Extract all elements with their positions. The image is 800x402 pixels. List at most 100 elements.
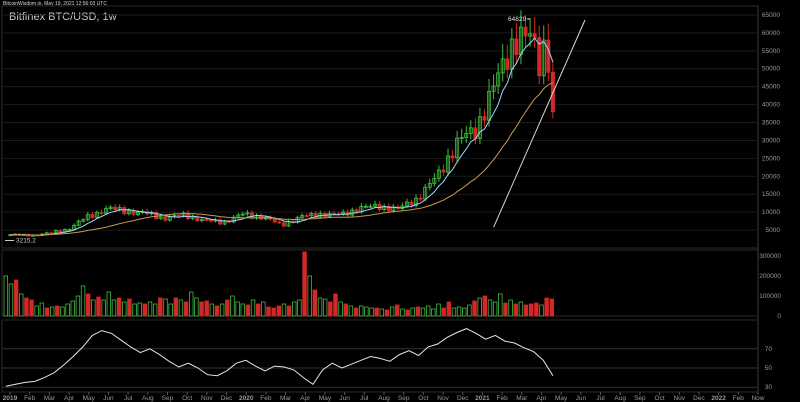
- candle-body: [404, 201, 409, 207]
- time-tick-label: Dec: [693, 395, 705, 402]
- candle-body: [81, 219, 86, 222]
- volume-bar: [441, 307, 446, 317]
- volume-bar: [384, 309, 390, 317]
- volume-bar: [420, 307, 426, 317]
- volume-bar: [348, 305, 354, 317]
- candle-body: [104, 208, 109, 214]
- candle-body: [277, 221, 282, 224]
- rsi-line: [5, 328, 554, 387]
- candle-body: [432, 177, 437, 184]
- candle-body: [195, 216, 200, 222]
- panel-frame-2: [1, 319, 759, 393]
- candle-body: [218, 219, 223, 225]
- price-tick-label: 5000: [766, 227, 781, 234]
- time-tick-label: Feb: [24, 395, 36, 402]
- time-tick-label: Feb: [497, 395, 509, 402]
- volume-bar: [317, 297, 323, 317]
- candle-body: [199, 219, 204, 222]
- volume-bar: [189, 291, 194, 317]
- volume-bar: [75, 295, 81, 317]
- volume-bar: [199, 301, 204, 317]
- candle-body: [8, 234, 13, 237]
- volume-bar: [477, 297, 482, 317]
- volume-bar: [333, 293, 338, 317]
- price-tick-label: 15000: [762, 191, 780, 198]
- time-tick-label: Apr: [64, 395, 75, 402]
- volume-bar: [518, 301, 524, 317]
- time-tick-label: Aug: [142, 395, 154, 402]
- volume-bar: [255, 303, 261, 317]
- volume-bar: [24, 297, 29, 317]
- candle-body: [455, 137, 460, 159]
- candle-body: [236, 214, 241, 218]
- time-tick-label: Aug: [378, 395, 390, 402]
- time-tick-label: Dec: [457, 395, 469, 402]
- volume-bar: [86, 293, 91, 317]
- volume-bar: [19, 293, 24, 317]
- volume-bar: [261, 301, 266, 317]
- time-tick-label: Jul: [360, 395, 369, 402]
- candle-body: [300, 215, 305, 218]
- candle-body: [190, 216, 195, 220]
- candle-body: [85, 214, 90, 221]
- volume-bar: [235, 301, 240, 317]
- volume-bar: [549, 298, 555, 317]
- candle-body: [386, 205, 391, 212]
- candle-body: [464, 133, 469, 138]
- candle-body: [332, 212, 337, 215]
- volume-bar: [230, 295, 235, 317]
- candle-body: [122, 207, 127, 215]
- volume-bar: [194, 297, 199, 317]
- time-tick-label: Dec: [221, 395, 233, 402]
- candle-body: [304, 215, 309, 217]
- volume-bar: [400, 308, 405, 317]
- candle-body: [477, 116, 482, 139]
- candle-body: [491, 85, 496, 92]
- price-tick-label: 45000: [762, 84, 780, 91]
- volume-bar: [425, 305, 431, 317]
- volume-bar: [415, 306, 421, 317]
- volume-bar: [431, 308, 436, 317]
- volume-bar: [446, 301, 451, 317]
- volume-bar: [163, 298, 168, 317]
- candle-body: [537, 37, 542, 77]
- time-tick-label: May: [83, 395, 96, 402]
- candle-body: [354, 209, 359, 213]
- volume-bar: [122, 301, 127, 317]
- time-tick-label: Sep: [162, 395, 174, 402]
- time-tick-label: 2020: [239, 395, 254, 402]
- volume-bar: [503, 302, 508, 317]
- candle-body: [418, 197, 423, 200]
- candle-body: [514, 38, 519, 55]
- time-tick-label: Nov: [201, 395, 213, 402]
- time-tick-label: 2021: [475, 395, 490, 402]
- volume-bar: [266, 306, 271, 317]
- candle-body: [468, 127, 473, 134]
- price-tick-label: 30000: [762, 137, 780, 144]
- candle-body: [44, 232, 49, 235]
- time-tick-label: Mar: [44, 395, 56, 402]
- volume-bar: [539, 304, 544, 317]
- candle-body: [204, 219, 209, 221]
- time-tick-label: Oct: [182, 395, 192, 402]
- volume-bar: [55, 305, 60, 317]
- volume-tick-label: 300000: [759, 253, 781, 260]
- volume-bar: [116, 297, 122, 317]
- time-tick-label: Jun: [339, 395, 350, 402]
- volume-bar: [101, 299, 106, 317]
- volume-bar: [44, 307, 50, 317]
- volume-tick-label: 100000: [759, 293, 781, 300]
- volume-bar: [405, 309, 410, 317]
- candle-body: [309, 213, 314, 216]
- volume-bar: [173, 297, 178, 317]
- volume-bar: [307, 275, 312, 317]
- header-stamp: BitcoinWisdom.io, May 19, 2021 12:56:03 …: [3, 1, 107, 7]
- volume-bar: [364, 306, 369, 317]
- candle-body: [482, 116, 487, 121]
- volume-bar: [369, 307, 374, 317]
- volume-bar: [106, 291, 112, 317]
- volume-bar: [462, 307, 467, 317]
- volume-bar: [137, 302, 142, 317]
- volume-bar: [492, 301, 498, 317]
